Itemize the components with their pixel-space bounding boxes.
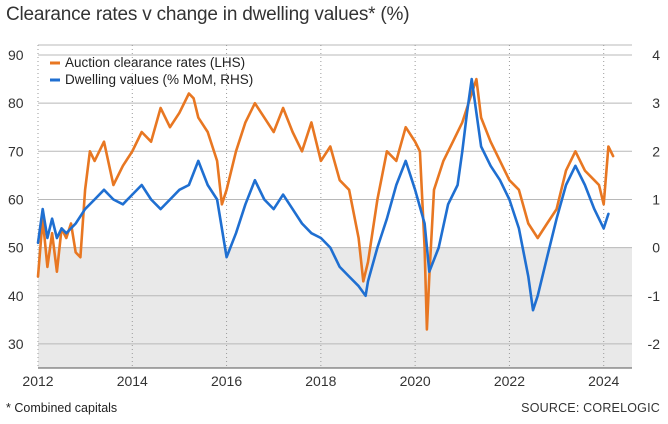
y-right-tick-label: 2	[652, 143, 660, 159]
y-left-tick-label: 90	[8, 47, 24, 63]
legend-label-dwelling: Dwelling values (% MoM, RHS)	[65, 72, 253, 87]
y-left-tick-label: 40	[8, 288, 24, 304]
x-tick-label: 2016	[211, 373, 242, 389]
series-line-clearance-rates	[36, 77, 615, 331]
series-line-dwelling-values	[36, 77, 610, 312]
footnote: * Combined capitals	[6, 401, 118, 415]
y-right-tick-label: 3	[652, 95, 660, 111]
x-tick-label: 2024	[588, 373, 619, 389]
chart-title: Clearance rates v change in dwelling val…	[6, 4, 410, 25]
negative-shading	[38, 247, 632, 368]
y-left-tick-label: 70	[8, 143, 24, 159]
y-right-tick-label: -1	[648, 288, 661, 304]
source-credit: SOURCE: CORELOGIC	[521, 401, 660, 415]
y-right-tick-label: 1	[652, 191, 660, 207]
x-tick-label: 2018	[305, 373, 336, 389]
y-left-tick-label: 60	[8, 191, 24, 207]
y-right-tick-label: 4	[652, 47, 660, 63]
y-left-tick-label: 30	[8, 336, 24, 352]
y-right-tick-label: -2	[648, 336, 661, 352]
x-tick-label: 2020	[400, 373, 431, 389]
x-tick-label: 2022	[494, 373, 525, 389]
legend-label-clearance: Auction clearance rates (LHS)	[65, 55, 245, 70]
x-tick-label: 2014	[117, 373, 148, 389]
y-left-tick-label: 50	[8, 240, 24, 256]
y-right-tick-label: 0	[652, 240, 660, 256]
x-tick-label: 2012	[22, 373, 53, 389]
y-left-tick-label: 80	[8, 95, 24, 111]
